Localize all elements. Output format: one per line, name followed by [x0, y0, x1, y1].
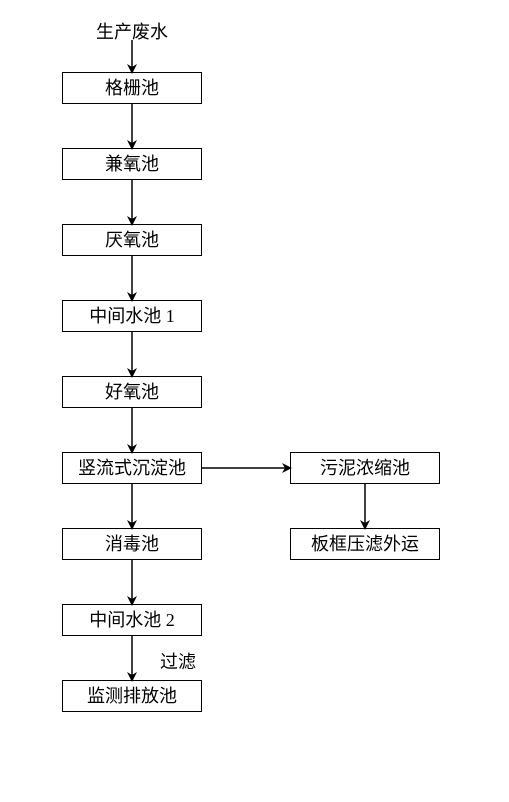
edges-layer: [0, 0, 509, 802]
